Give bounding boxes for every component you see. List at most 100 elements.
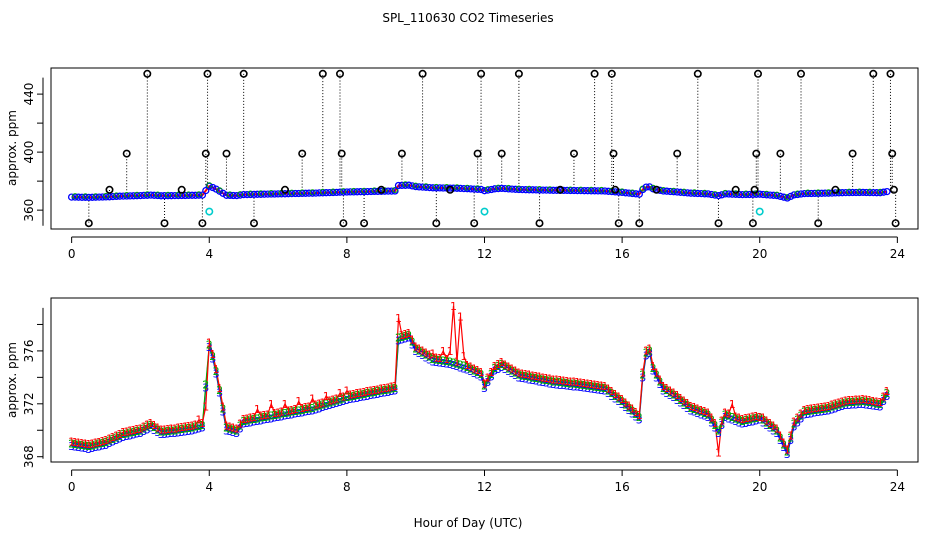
- top-baseline-point: [322, 189, 330, 197]
- top-baseline-point: [776, 192, 785, 201]
- top-y-axis-label: approx. ppm: [5, 110, 19, 186]
- series-2-point: 2: [829, 401, 836, 414]
- series-1-point: 1: [484, 372, 491, 385]
- series-1-point: 1: [749, 411, 756, 424]
- series-1-point: 1: [536, 371, 543, 384]
- series-2-point: 2: [288, 406, 295, 419]
- series-1-point: 1: [395, 312, 402, 325]
- series-1-point: 1: [756, 411, 763, 424]
- top-baseline-point: [78, 193, 86, 201]
- top-mid-point: [577, 186, 584, 193]
- series-3-point: 3: [326, 399, 333, 412]
- top-baseline-point: [873, 189, 881, 197]
- top-mid-point: [103, 192, 109, 199]
- series-3-point: 3: [423, 351, 430, 364]
- top-mid-point: [288, 189, 295, 196]
- series-2-point: 2: [643, 347, 650, 360]
- series-3-point: 3: [557, 379, 564, 392]
- series-3-point: 3: [718, 419, 725, 432]
- series-2-point: 2: [147, 419, 154, 432]
- series-1-point: 1: [832, 398, 839, 411]
- series-1-point: 1: [385, 381, 392, 394]
- top-baseline-point: [848, 188, 857, 197]
- series-2-point: 2: [368, 387, 375, 400]
- series-2-point: 2: [598, 381, 605, 394]
- series-1-point: 1: [302, 401, 309, 414]
- series-3-point: 3: [282, 410, 289, 423]
- series-3-point: 3: [440, 357, 447, 370]
- top-baseline-point: [260, 190, 268, 198]
- series-3-point: 3: [808, 407, 815, 420]
- top-baseline-point: [604, 187, 613, 195]
- top-baseline-point: [594, 187, 602, 195]
- series-3-point: 3: [756, 414, 763, 427]
- series-2-point: 2: [195, 420, 202, 433]
- series-2-point: 2: [402, 330, 409, 343]
- series-1-point: 1: [460, 350, 467, 363]
- top-baseline-point: [116, 192, 124, 200]
- top-mid-point: [299, 189, 306, 196]
- series-2-point: 2: [261, 411, 268, 424]
- top-baseline-point: [852, 188, 860, 197]
- series-1-point: 1: [278, 406, 285, 419]
- series-3-point: 3: [240, 418, 247, 431]
- series-1-point: 1: [251, 411, 258, 424]
- top-baseline-point: [222, 191, 231, 199]
- series-1-point: 1: [443, 353, 450, 366]
- series-1-point: 1: [151, 419, 158, 432]
- series-1-point: 1: [674, 389, 681, 402]
- series-3-point: 3: [223, 424, 230, 437]
- series-1-point: 1: [178, 421, 185, 434]
- series-1-point: 1: [643, 345, 650, 358]
- top-baseline-point: [683, 189, 692, 197]
- series-2-point: 2: [467, 363, 474, 376]
- top-baseline-point: [467, 185, 475, 193]
- top-baseline-point: [883, 187, 891, 196]
- top-outlier-point: [891, 219, 900, 228]
- top-baseline-point: [645, 183, 654, 191]
- series-2-point: 2: [722, 408, 729, 421]
- series-1-point: 1: [619, 393, 626, 406]
- series-2-point: 2: [818, 403, 825, 416]
- series-3-point: 3: [147, 422, 154, 435]
- top-baseline-point: [532, 186, 540, 194]
- series-1-point: 1: [429, 348, 436, 361]
- series-3-point: 3: [643, 349, 650, 362]
- series-2-point: 2: [605, 385, 612, 398]
- series-1-point: 1: [68, 436, 75, 449]
- top-outlier-point: [280, 185, 289, 194]
- series-1-point: 1: [202, 401, 209, 414]
- top-baseline-point: [129, 192, 138, 200]
- series-3-point: 3: [715, 427, 722, 440]
- series-2-point: 2: [213, 365, 220, 378]
- series-2-point: 2: [526, 371, 533, 384]
- series-2-point: 2: [378, 385, 385, 398]
- top-baseline-point: [336, 188, 344, 196]
- top-baseline-point: [714, 191, 723, 200]
- series-1-point: 1: [168, 423, 175, 436]
- series-2-point: 2: [698, 406, 705, 419]
- series-3-point: 3: [581, 382, 588, 395]
- top-mid-point: [82, 193, 89, 200]
- series-3-point: 3: [667, 389, 674, 402]
- series-1-point: 1: [450, 300, 457, 313]
- series-1-point: 1: [175, 422, 182, 435]
- series-3-point: 3: [853, 398, 860, 411]
- top-outlier-point: [160, 219, 169, 228]
- top-outlier-point: [198, 219, 207, 228]
- top-baseline-point: [281, 190, 289, 198]
- series-2-point: 2: [670, 389, 677, 402]
- series-1-point: 1: [794, 412, 801, 425]
- top-baseline-point: [140, 191, 148, 200]
- top-baseline-point: [98, 193, 107, 201]
- series-2-point: 2: [860, 395, 867, 408]
- series-3-point: 3: [330, 398, 337, 411]
- series-3-point: 3: [780, 441, 787, 454]
- series-1-point: 1: [677, 392, 684, 405]
- series-3-point: 3: [137, 427, 144, 440]
- top-baseline-point: [233, 191, 241, 200]
- series-2-point: 2: [835, 399, 842, 412]
- top-baseline-point: [384, 187, 392, 195]
- series-2-point: 2: [512, 367, 519, 380]
